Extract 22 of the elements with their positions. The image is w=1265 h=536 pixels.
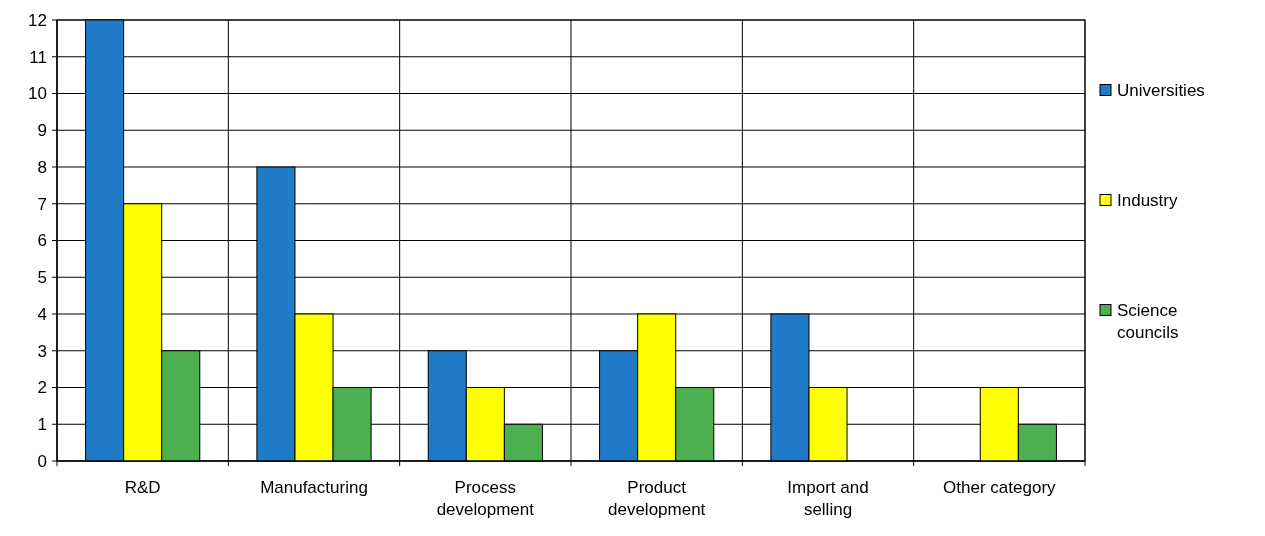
legend-label: Industry	[1117, 191, 1178, 211]
y-tick-label: 4	[37, 304, 47, 324]
y-tick-label: 12	[28, 10, 47, 30]
x-tick-label: Product development	[607, 478, 706, 519]
y-tick-label: 10	[28, 84, 47, 104]
y-tick-label: 5	[37, 268, 47, 288]
x-tick-label: Manufacturing	[260, 478, 368, 497]
y-tick-label: 9	[37, 121, 47, 141]
y-tick-label: 1	[37, 415, 47, 435]
x-tick-label: Other category	[943, 478, 1057, 497]
x-tick-label: Import and selling	[787, 478, 869, 519]
y-tick-label: 7	[37, 194, 47, 214]
x-tick-label: Process development	[436, 478, 535, 519]
y-tick-label: 3	[37, 341, 47, 361]
legend-label: Universities	[1117, 81, 1205, 101]
x-tick-label: R&D	[124, 478, 161, 497]
y-tick-label: 11	[29, 47, 47, 67]
legend-label: Science councils	[1117, 301, 1179, 343]
y-tick-label: 0	[37, 451, 47, 471]
y-tick-label: 2	[37, 378, 47, 398]
y-tick-label: 6	[37, 231, 47, 251]
y-tick-label: 8	[37, 157, 47, 177]
